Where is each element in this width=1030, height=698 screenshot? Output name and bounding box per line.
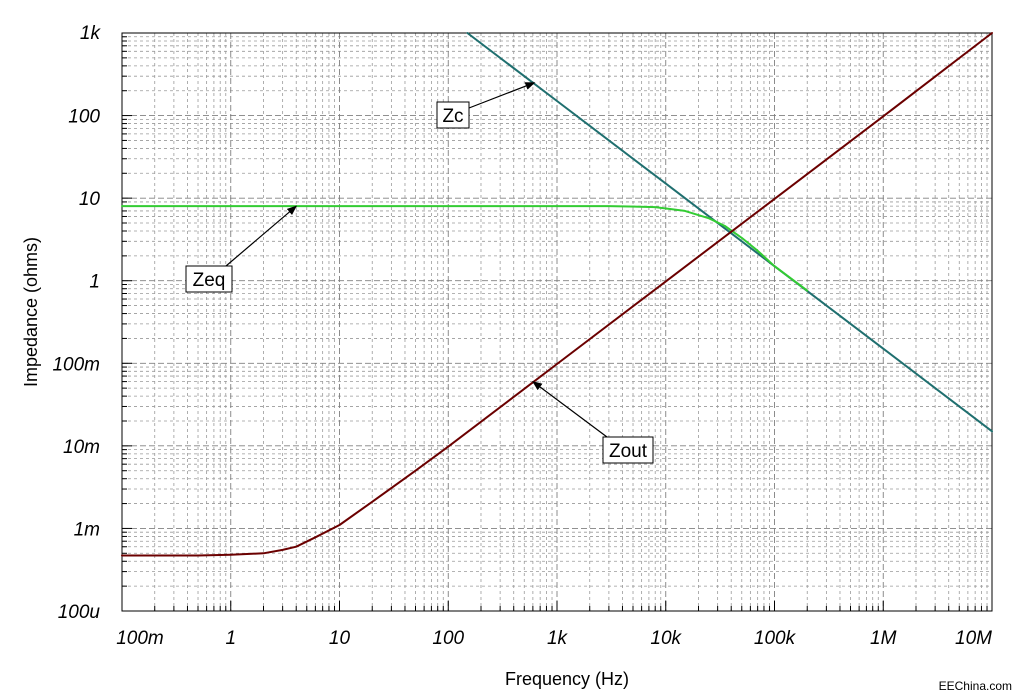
x-tick-label: 100m — [116, 628, 164, 649]
x-tick-label: 10 — [329, 628, 351, 649]
y-axis-title: Impedance (ohms) — [21, 237, 41, 387]
callout-arrow-zout — [532, 381, 608, 438]
x-tick-label: 1M — [870, 628, 897, 649]
x-axis-title: Frequency (Hz) — [505, 669, 629, 689]
x-tick-labels: 100m 1 10 100 1k 10k 100k 1M 10M — [116, 628, 992, 649]
y-tick-label: 100m — [52, 354, 100, 375]
axis-tick-marks — [121, 32, 993, 612]
series-line-zout — [121, 32, 993, 557]
series-layer — [121, 32, 993, 557]
y-tick-label: 100 — [68, 107, 100, 128]
annotation-layer: Zc Zeq Zout — [185, 82, 654, 464]
x-tick-label: 1 — [225, 628, 236, 649]
x-tick-label: 10k — [650, 628, 682, 649]
callout-label-zc: Zc — [442, 106, 463, 127]
x-tick-label: 100 — [432, 628, 464, 649]
callout-arrow-zc — [468, 82, 536, 109]
x-tick-label: 1k — [547, 628, 569, 649]
callout-label-zout: Zout — [609, 441, 648, 462]
minor-gridlines — [122, 33, 992, 611]
series-line-zc — [466, 32, 993, 433]
y-tick-label: 1m — [74, 519, 100, 540]
major-gridlines — [122, 33, 992, 611]
credit-text: EEChina.com — [939, 679, 1012, 693]
y-tick-labels: 100u 1m 10m 100m 1 10 100 1k — [52, 23, 101, 623]
y-tick-label: 100u — [58, 602, 101, 623]
callout-box-zout — [602, 436, 654, 464]
callout-box-zc — [436, 101, 470, 129]
y-tick-label: 1 — [89, 272, 100, 293]
callout-label-zeq: Zeq — [193, 270, 226, 291]
y-tick-label: 1k — [80, 23, 102, 44]
series-line-zeq — [121, 205, 809, 292]
y-tick-label: 10 — [79, 189, 101, 210]
callout-box-zeq — [185, 265, 233, 293]
y-tick-label: 10m — [63, 437, 100, 458]
x-tick-label: 10M — [955, 628, 992, 649]
x-tick-label: 100k — [754, 628, 797, 649]
callout-arrow-zeq — [225, 205, 297, 267]
